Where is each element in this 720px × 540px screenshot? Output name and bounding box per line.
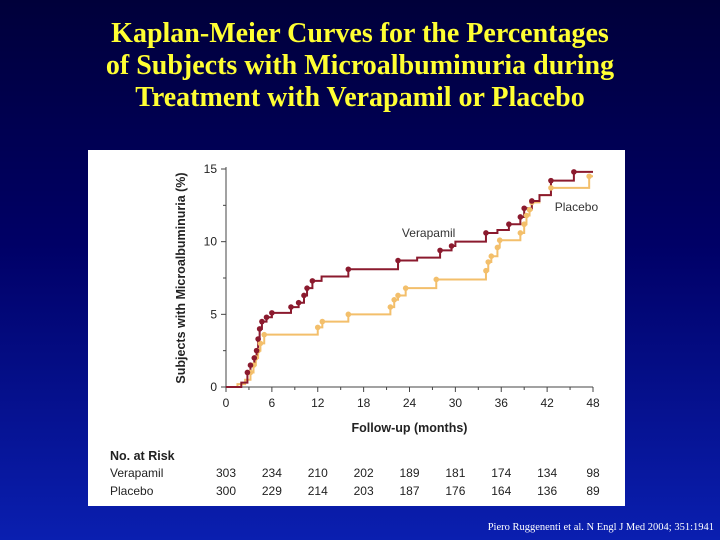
- at-risk-value-placebo: 176: [445, 484, 465, 498]
- censor-point-placebo: [494, 244, 501, 251]
- censor-point-verapamil: [295, 299, 302, 306]
- placebo-curve-label: Placebo: [555, 200, 599, 214]
- censor-point-placebo: [387, 304, 394, 310]
- censor-point-verapamil: [259, 318, 265, 325]
- censor-point-verapamil: [309, 278, 316, 284]
- censor-point-placebo: [548, 185, 554, 191]
- slide-title: Kaplan-Meier Curves for the Percentages …: [0, 18, 720, 114]
- censor-point-verapamil: [253, 347, 260, 354]
- censor-point-verapamil: [244, 369, 251, 376]
- censor-point-verapamil: [251, 355, 258, 361]
- x-tick-label: 6: [269, 396, 276, 410]
- censor-point-verapamil: [304, 285, 310, 291]
- at-risk-value-verapamil: 210: [308, 466, 328, 480]
- censor-point-placebo: [319, 318, 326, 325]
- censor-point-verapamil: [269, 310, 275, 316]
- censor-point-placebo: [523, 212, 530, 219]
- slide-title-line-1: Kaplan-Meier Curves for the Percentages: [111, 18, 609, 49]
- censor-point-placebo: [257, 340, 264, 347]
- citation: Piero Ruggenenti et al. N Engl J Med 200…: [487, 522, 714, 533]
- slide-title-line-2: of Subjects with Microalbuminuria during: [105, 50, 615, 81]
- at-risk-title: No. at Risk: [110, 449, 175, 463]
- censor-point-verapamil: [263, 314, 270, 321]
- x-tick-label: 0: [223, 396, 230, 410]
- at-risk-value-placebo: 89: [586, 484, 600, 498]
- at-risk-value-verapamil: 174: [491, 466, 511, 480]
- censor-point-placebo: [314, 324, 321, 331]
- at-risk-label-placebo: Placebo: [110, 484, 154, 498]
- verapamil-curve-label: Verapamil: [402, 226, 455, 240]
- kaplan-meier-figure: 0 6 12 18 24 30 36 42 48 0 5 10 15 Follow-up (months…: [88, 150, 625, 506]
- censor-point-placebo: [521, 221, 527, 228]
- censor-point-placebo: [526, 206, 533, 213]
- x-tick-label: 36: [495, 396, 509, 410]
- at-risk-value-verapamil: 189: [399, 466, 419, 480]
- censor-point-verapamil: [521, 205, 527, 212]
- at-risk-value-verapamil: 303: [216, 466, 236, 480]
- censor-point-placebo: [433, 276, 440, 283]
- at-risk-value-placebo: 136: [537, 484, 557, 498]
- censor-point-verapamil: [483, 230, 489, 236]
- at-risk-value-placebo: 187: [399, 484, 419, 498]
- at-risk-value-verapamil: 98: [586, 466, 600, 480]
- censor-point-placebo: [261, 331, 268, 338]
- censor-point-verapamil: [448, 243, 455, 249]
- censor-point-verapamil: [529, 198, 535, 204]
- x-tick-label: 24: [403, 396, 417, 410]
- series-line-placebo: [226, 175, 593, 388]
- x-tick-label: 30: [449, 396, 463, 410]
- censor-point-verapamil: [288, 304, 294, 310]
- x-tick-label: 48: [586, 396, 600, 410]
- censor-point-verapamil: [395, 257, 401, 264]
- x-tick-label: 18: [357, 396, 371, 410]
- kaplan-meier-chart: 0 6 12 18 24 30 36 42 48 0 5 10 15 Follow-up (months…: [110, 162, 600, 498]
- at-risk-label-verapamil: Verapamil: [110, 466, 163, 480]
- censor-point-verapamil: [437, 247, 443, 254]
- at-risk-value-placebo: 300: [216, 484, 236, 498]
- at-risk-value-verapamil: 181: [445, 466, 465, 480]
- censor-point-verapamil: [247, 362, 254, 368]
- censor-point-placebo: [345, 311, 352, 318]
- y-axis-label: Subjects with Microalbuminuria (%): [174, 172, 188, 383]
- censor-point-verapamil: [506, 221, 512, 228]
- x-tick-label: 12: [311, 396, 325, 410]
- at-risk-value-verapamil: 202: [354, 466, 374, 480]
- x-tick-label: 42: [540, 396, 554, 410]
- censor-point-placebo: [485, 259, 492, 265]
- slide-title-line-3: Treatment with Verapamil or Placebo: [135, 82, 585, 113]
- censor-point-placebo: [391, 297, 398, 303]
- at-risk-value-verapamil: 134: [537, 466, 557, 480]
- censor-point-verapamil: [571, 169, 577, 175]
- censor-point-placebo: [395, 292, 401, 299]
- x-axis-label: Follow-up (months): [352, 421, 468, 435]
- censor-point-verapamil: [301, 292, 307, 299]
- at-risk-value-placebo: 164: [491, 484, 511, 498]
- censor-point-verapamil: [256, 326, 263, 332]
- at-risk-value-placebo: 214: [308, 484, 328, 498]
- censor-point-placebo: [586, 173, 592, 180]
- censor-point-verapamil: [517, 214, 524, 220]
- y-tick-label: 15: [204, 162, 218, 176]
- censor-point-placebo: [517, 230, 524, 236]
- y-tick-label: 10: [204, 235, 218, 249]
- censor-point-placebo: [488, 253, 495, 259]
- at-risk-value-placebo: 229: [262, 484, 282, 498]
- censor-point-verapamil: [255, 336, 261, 342]
- at-risk-value-placebo: 203: [354, 484, 374, 498]
- y-tick-label: 5: [210, 307, 217, 321]
- censor-point-verapamil: [345, 266, 352, 273]
- series-line-verapamil: [226, 170, 593, 388]
- censor-point-verapamil: [548, 177, 554, 184]
- censor-point-placebo: [402, 285, 409, 291]
- censor-point-placebo: [496, 237, 503, 244]
- censor-point-placebo: [483, 267, 489, 274]
- y-tick-label: 0: [210, 380, 217, 394]
- at-risk-value-verapamil: 234: [262, 466, 282, 480]
